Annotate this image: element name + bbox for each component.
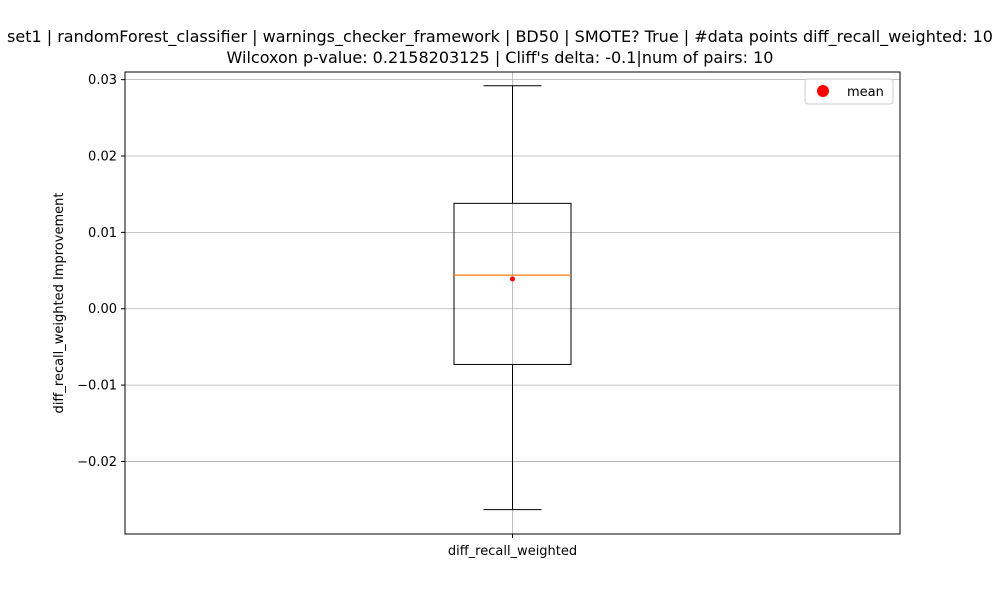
interquartile-box bbox=[453, 202, 572, 365]
legend-frame bbox=[804, 78, 894, 105]
legend: mean bbox=[804, 78, 894, 105]
legend-mean-marker bbox=[817, 85, 829, 97]
y-axis: −0.02 −0.01 0.00 0.01 0.02 0.03 bbox=[77, 73, 125, 470]
x-axis: diff_recall_weighted bbox=[448, 534, 577, 559]
box-layer bbox=[453, 85, 572, 511]
y-tick-label: 0.03 bbox=[88, 73, 117, 88]
y-tick-label: 0.01 bbox=[88, 226, 117, 241]
y-tick-label: 0.00 bbox=[88, 302, 117, 317]
mean-marker bbox=[510, 276, 515, 282]
x-tick-label: diff_recall_weighted bbox=[448, 544, 577, 559]
chart-title-line-1: set1 | randomForest_classifier | warning… bbox=[7, 27, 993, 46]
legend-mean-label: mean bbox=[847, 85, 884, 100]
y-axis-label: diff_recall_weighted Improvement bbox=[52, 193, 67, 414]
chart-title-line-2: Wilcoxon p-value: 0.2158203125 | Cliff's… bbox=[226, 48, 774, 67]
y-tick-label: 0.02 bbox=[88, 150, 117, 165]
y-tick-label: −0.01 bbox=[77, 379, 117, 394]
y-tick-label: −0.02 bbox=[77, 455, 117, 470]
